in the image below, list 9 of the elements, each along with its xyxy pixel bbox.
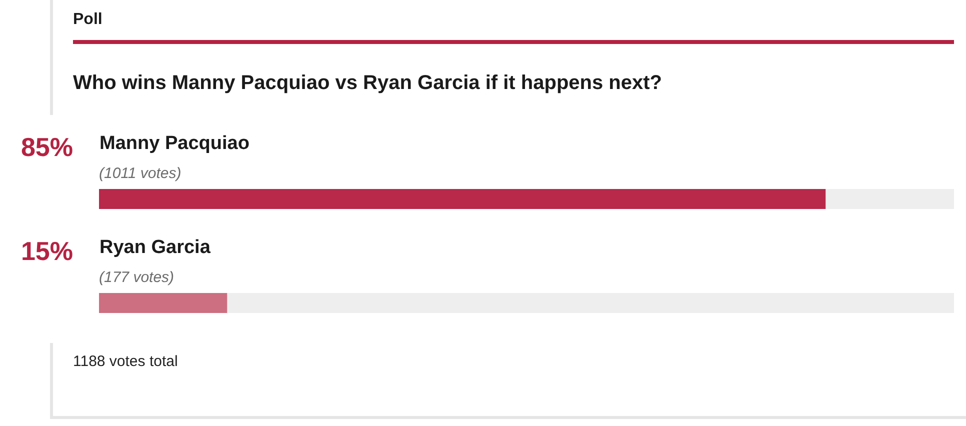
annotation: (177 votes)	[99, 269, 174, 286]
data-label: 15%	[20, 236, 73, 266]
y-tick-label: Manny Pacquiao	[100, 133, 250, 154]
y-tick-label: Ryan Garcia	[100, 237, 211, 258]
chart-title: Poll	[73, 11, 102, 29]
data-label: 85%	[20, 132, 73, 162]
annotation: (1011 votes)	[99, 165, 182, 182]
chart-subtitle: Who wins Manny Pacquiao vs Ryan Garcia if it happens next?	[73, 72, 662, 95]
text: 1188 votes total	[73, 353, 178, 370]
